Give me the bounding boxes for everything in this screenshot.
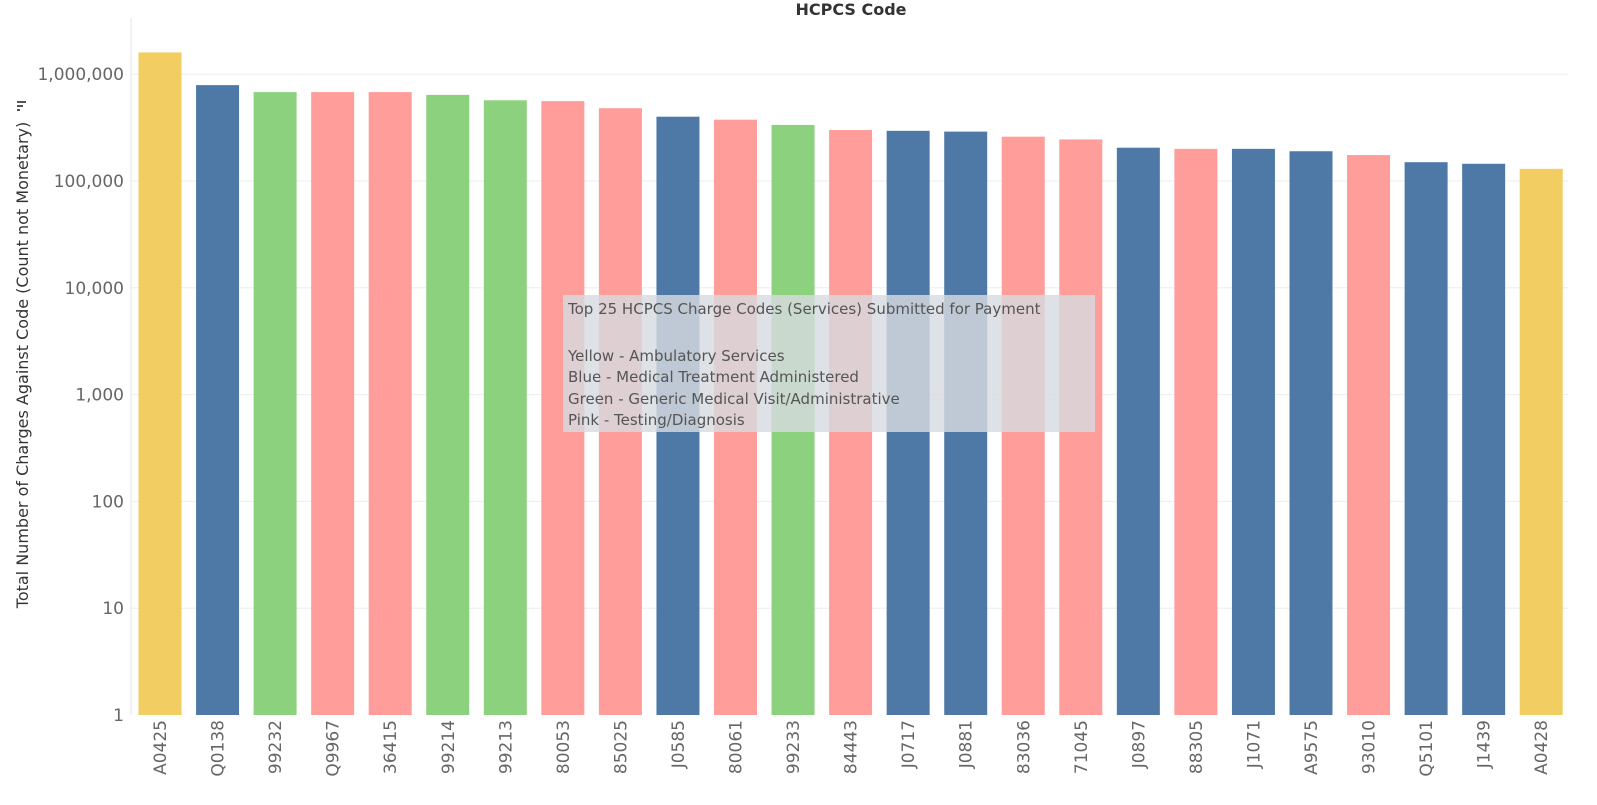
y-axis-title: Total Number of Charges Against Code (Co… xyxy=(13,122,32,609)
x-tick-label: 99214 xyxy=(439,720,459,774)
y-tick-label: 100,000 xyxy=(54,172,124,192)
annotation-line-pink: Pink - Testing/Diagnosis xyxy=(568,411,745,429)
x-tick-label: J0585 xyxy=(669,720,689,769)
bar-J1439[interactable] xyxy=(1462,163,1506,716)
x-tick-label: Q5101 xyxy=(1417,720,1437,777)
x-tick-label: 80053 xyxy=(554,720,574,774)
bar-99232[interactable] xyxy=(253,92,297,715)
bar-99214[interactable] xyxy=(426,94,470,716)
annotation-line-blue: Blue - Medical Treatment Administered xyxy=(568,368,859,386)
y-tick-label: 1 xyxy=(113,706,124,726)
x-tick-label: 85025 xyxy=(611,720,631,774)
bar-93010[interactable] xyxy=(1347,155,1391,716)
annotation-box: Top 25 HCPCS Charge Codes (Services) Sub… xyxy=(563,295,1095,432)
bar-A0428[interactable] xyxy=(1519,168,1563,715)
x-tick-label: 84443 xyxy=(842,720,862,774)
x-tick-label: 88305 xyxy=(1187,720,1207,774)
bar-A0425[interactable] xyxy=(138,52,182,716)
bar-A9575[interactable] xyxy=(1289,151,1333,715)
x-tick-label: 80061 xyxy=(727,720,747,774)
bar-Q0138[interactable] xyxy=(196,85,240,715)
x-tick-label: J0881 xyxy=(957,720,977,769)
x-tick-label: A0425 xyxy=(151,720,171,775)
annotation-spacer xyxy=(568,321,1090,346)
sort-icon[interactable] xyxy=(17,101,26,111)
bar-88305[interactable] xyxy=(1174,148,1218,716)
y-tick-label: 100 xyxy=(92,492,124,512)
x-tick-label: J1071 xyxy=(1244,720,1264,769)
y-tick-label: 1,000 xyxy=(75,386,124,406)
x-tick-label: Q0138 xyxy=(209,720,229,777)
y-tick-label: 10 xyxy=(102,599,124,619)
annotation-line-green: Green - Generic Medical Visit/Administra… xyxy=(568,389,900,408)
x-tick-label: 71045 xyxy=(1072,720,1092,774)
y-tick-label: 1,000,000 xyxy=(37,65,124,85)
bar-Q5101[interactable] xyxy=(1404,162,1448,715)
x-tick-label: 99213 xyxy=(496,720,516,774)
x-tick-label: 83036 xyxy=(1014,720,1034,774)
x-tick-label: A9575 xyxy=(1302,720,1322,775)
annotation-line-yellow: Yellow - Ambulatory Services xyxy=(568,346,785,365)
x-tick-label: J0897 xyxy=(1129,720,1149,769)
x-tick-label: 36415 xyxy=(381,720,401,774)
x-tick-label: 99233 xyxy=(784,720,804,774)
y-tick-label: 10,000 xyxy=(65,279,124,299)
bars-group xyxy=(138,52,1563,716)
bar-99213[interactable] xyxy=(483,100,527,715)
x-tick-label: J1439 xyxy=(1475,720,1495,769)
x-tick-label: A0428 xyxy=(1532,720,1552,775)
x-tick-label: 99232 xyxy=(266,720,286,774)
chart-title: HCPCS Code xyxy=(795,0,906,19)
x-tick-label: J0717 xyxy=(899,720,919,769)
bar-36415[interactable] xyxy=(368,92,412,715)
bar-J1071[interactable] xyxy=(1231,148,1275,716)
y-axis: 1 10 100 1,000 10,000 100,000 1,000,000 xyxy=(37,65,124,726)
x-tick-label: 93010 xyxy=(1360,720,1380,774)
annotation-title: Top 25 HCPCS Charge Codes (Services) Sub… xyxy=(568,300,1041,318)
bar-Q9967[interactable] xyxy=(311,92,355,715)
x-axis: A0425 Q0138 99232 Q9967 36415 99214 99213 80053… xyxy=(151,720,1552,777)
x-tick-label: Q9967 xyxy=(324,720,344,777)
bar-J0897[interactable] xyxy=(1116,147,1160,715)
